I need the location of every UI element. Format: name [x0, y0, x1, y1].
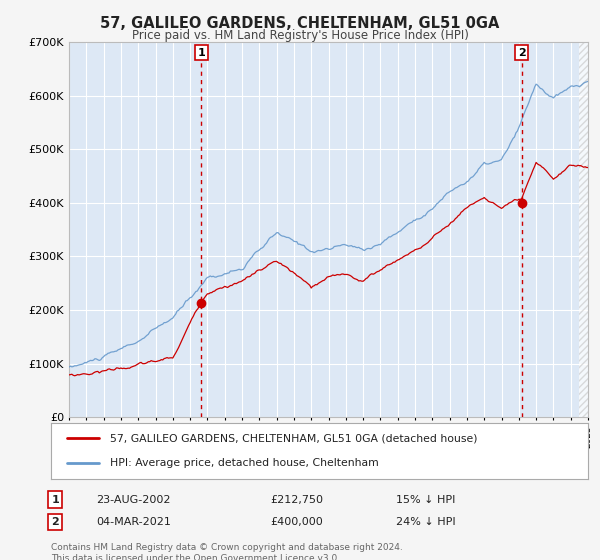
Text: Contains HM Land Registry data © Crown copyright and database right 2024.
This d: Contains HM Land Registry data © Crown c…	[51, 543, 403, 560]
Text: £400,000: £400,000	[270, 517, 323, 527]
Text: 15% ↓ HPI: 15% ↓ HPI	[396, 494, 455, 505]
Text: Price paid vs. HM Land Registry's House Price Index (HPI): Price paid vs. HM Land Registry's House …	[131, 29, 469, 42]
Bar	[580, 42, 588, 417]
Text: 57, GALILEO GARDENS, CHELTENHAM, GL51 0GA: 57, GALILEO GARDENS, CHELTENHAM, GL51 0G…	[100, 16, 500, 31]
Text: 2: 2	[52, 517, 59, 527]
Text: 1: 1	[197, 48, 205, 58]
Text: £212,750: £212,750	[270, 494, 323, 505]
Text: HPI: Average price, detached house, Cheltenham: HPI: Average price, detached house, Chel…	[110, 458, 379, 468]
Text: 24% ↓ HPI: 24% ↓ HPI	[396, 517, 455, 527]
Bar	[580, 42, 588, 417]
Text: 1: 1	[52, 494, 59, 505]
Text: 2: 2	[518, 48, 526, 58]
Text: 04-MAR-2021: 04-MAR-2021	[96, 517, 171, 527]
Text: 57, GALILEO GARDENS, CHELTENHAM, GL51 0GA (detached house): 57, GALILEO GARDENS, CHELTENHAM, GL51 0G…	[110, 433, 478, 444]
Text: 23-AUG-2002: 23-AUG-2002	[96, 494, 170, 505]
